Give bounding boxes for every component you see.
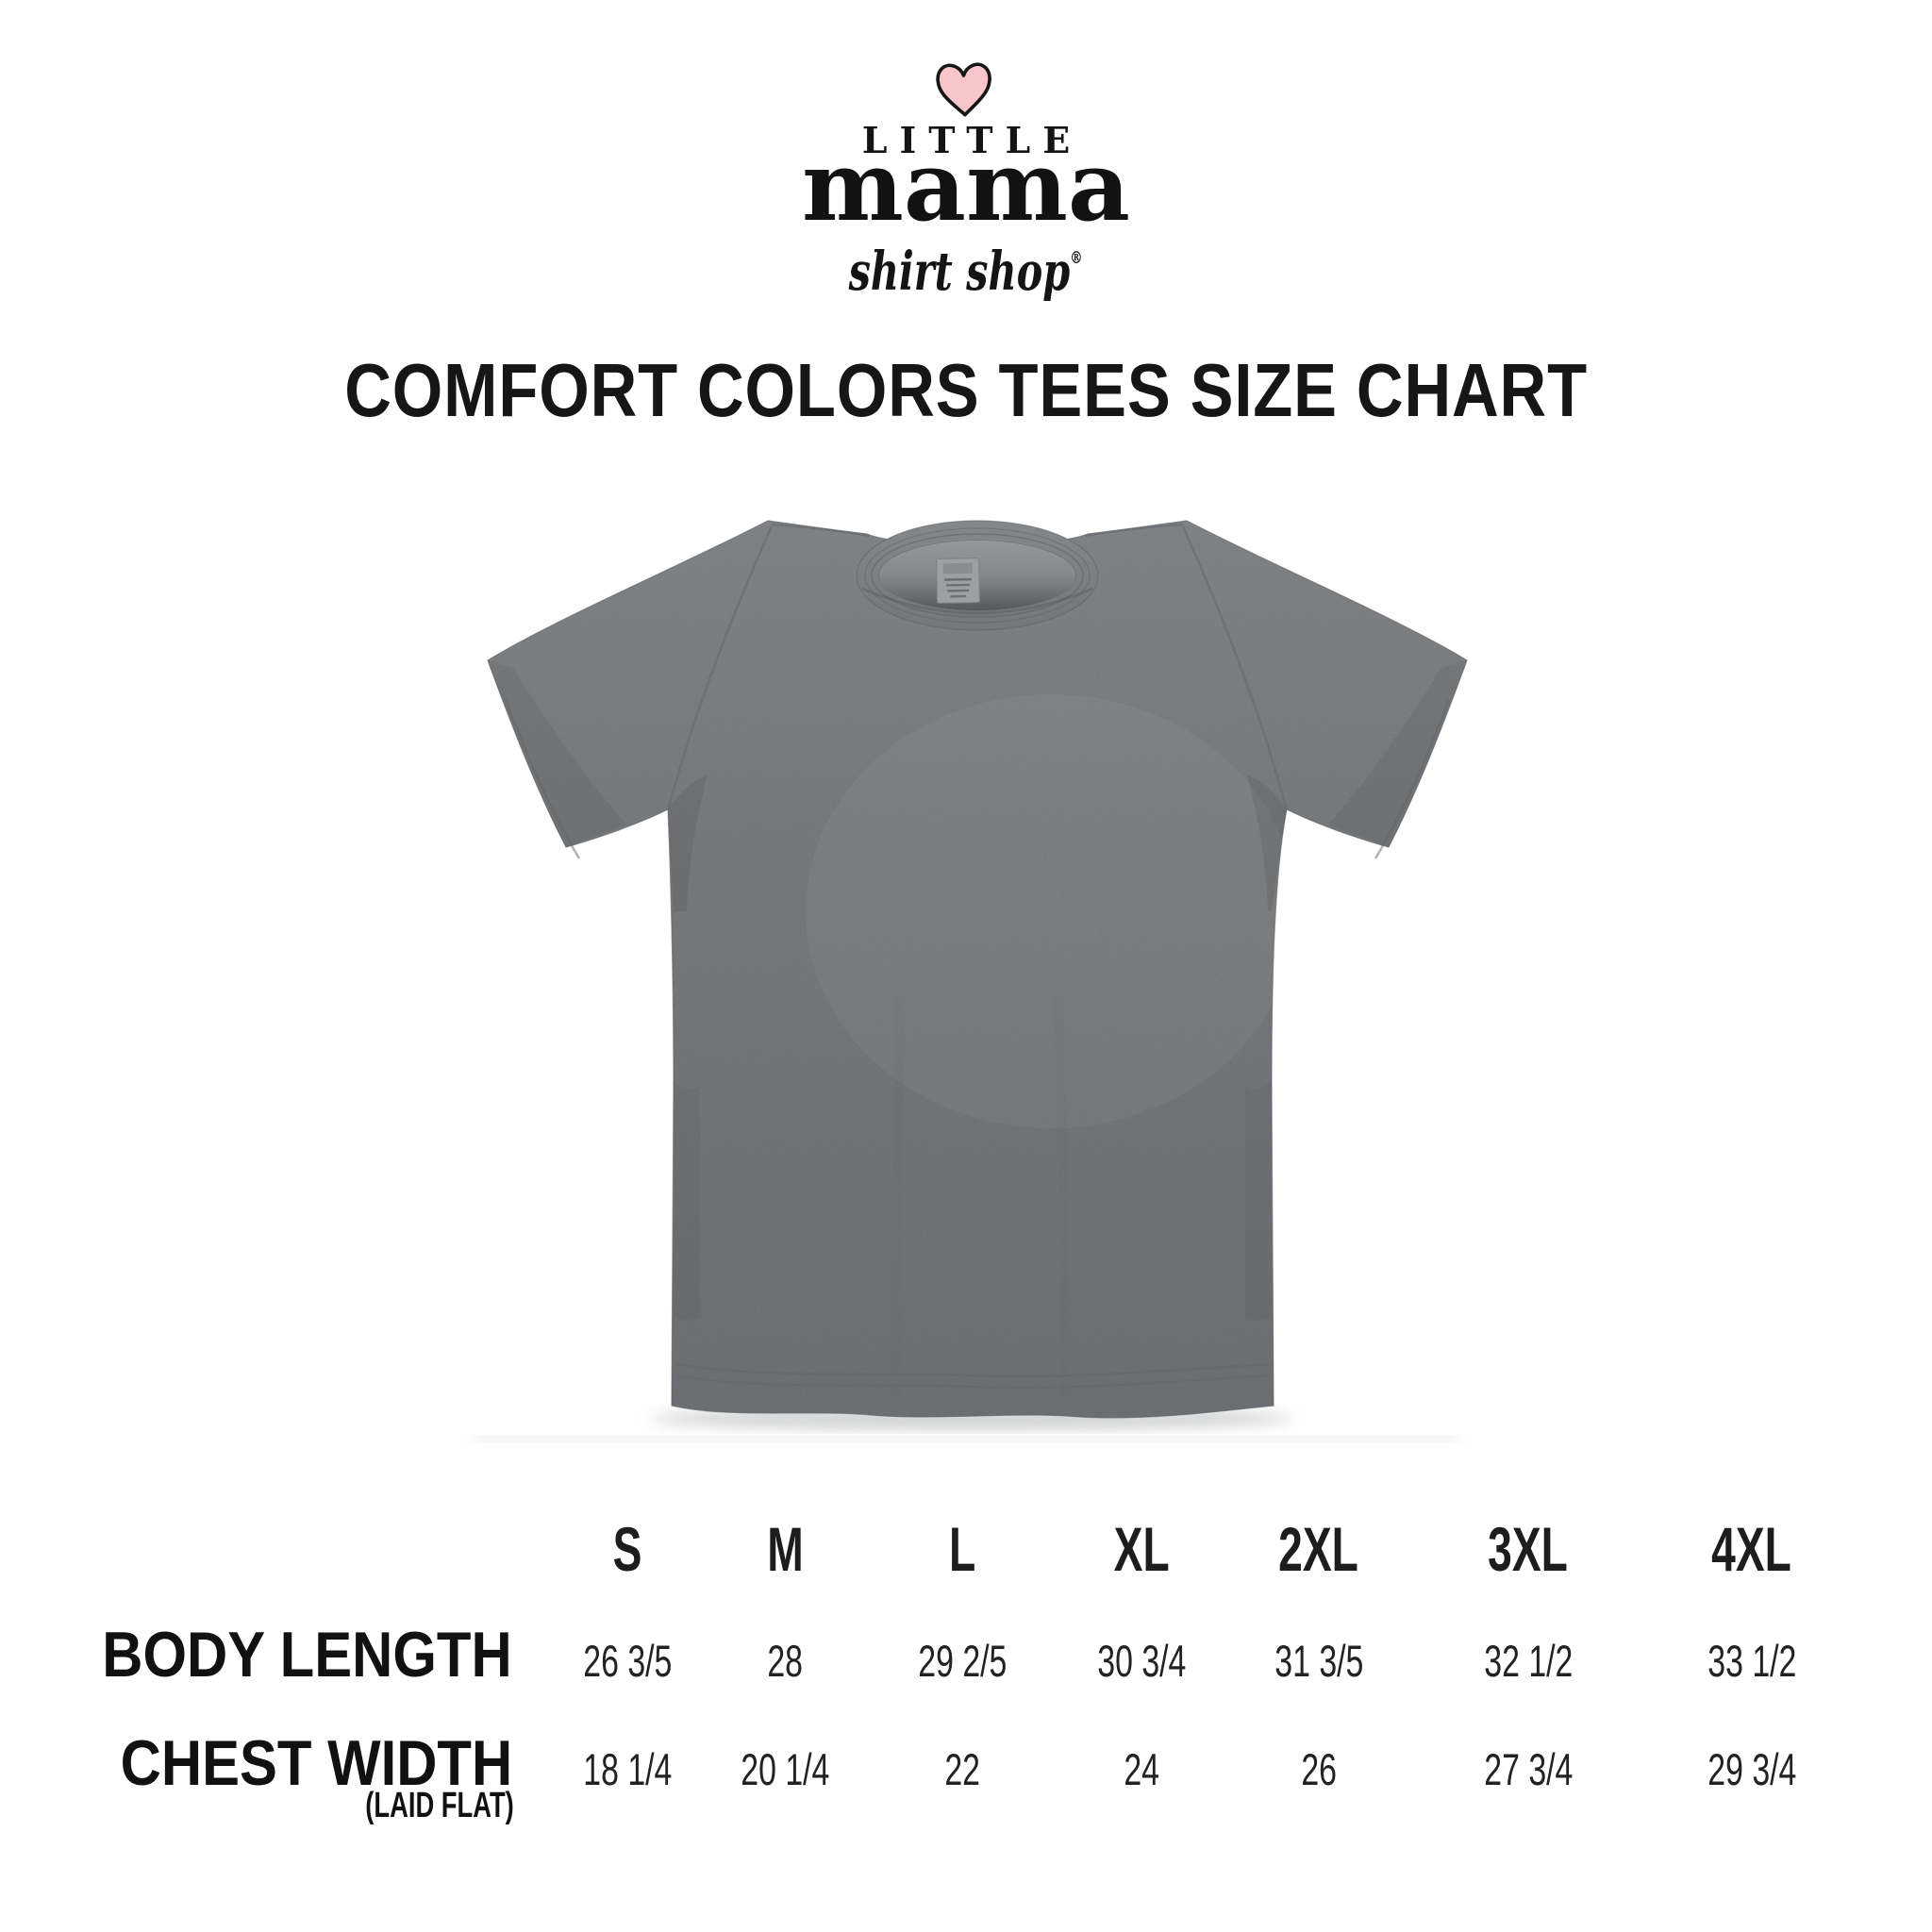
size-column-header-2xl: 2XL — [1278, 1514, 1359, 1584]
brand-name-little: LITTLE — [861, 119, 1083, 161]
registered-mark: ® — [1070, 248, 1083, 268]
row-label-chest-width: CHEST WIDTH — [120, 1727, 512, 1799]
brand-logo: LITTLE mama shirt shop® — [0, 0, 1932, 321]
size-column-header-4xl: 4XL — [1711, 1514, 1792, 1584]
body-length-value-m: 28 — [767, 1636, 803, 1686]
chest-width-value-xl: 24 — [1124, 1744, 1159, 1794]
chest-width-value-4xl: 29 3/4 — [1707, 1744, 1797, 1794]
body-length-value-xl: 30 3/4 — [1096, 1636, 1187, 1686]
size-chart-table: S M L XL 2XL 3XL 4XL BODY LENGTH 26 3/5 … — [0, 1472, 1932, 1868]
page-title: COMFORT COLORS TEES SIZE CHART — [344, 348, 1588, 432]
tshirt-photo — [475, 520, 1468, 1442]
brand-name-shirt-shop: shirt shop® — [848, 241, 1083, 303]
chest-width-value-s: 18 1/4 — [582, 1744, 673, 1794]
neck-tag — [936, 558, 980, 604]
size-column-header-s: S — [612, 1514, 642, 1584]
body-length-value-2xl: 31 3/5 — [1274, 1636, 1364, 1686]
row-sublabel-laid-flat: (LAID FLAT) — [365, 1786, 514, 1825]
chest-width-value-m: 20 1/4 — [740, 1744, 830, 1794]
body-length-value-l: 29 2/5 — [917, 1636, 1008, 1686]
chest-width-value-l: 22 — [944, 1744, 980, 1794]
size-column-header-l: L — [948, 1514, 976, 1584]
brand-name-mama: mama — [801, 130, 1131, 243]
chest-width-value-2xl: 26 — [1301, 1744, 1337, 1794]
size-column-header-m: M — [766, 1514, 804, 1584]
chest-width-value-3xl: 27 3/4 — [1483, 1744, 1574, 1794]
body-length-value-s: 26 3/5 — [582, 1636, 673, 1686]
row-label-body-length: BODY LENGTH — [102, 1619, 512, 1690]
body-length-value-3xl: 32 1/2 — [1483, 1636, 1574, 1686]
body-length-value-4xl: 33 1/2 — [1707, 1636, 1797, 1686]
heart-icon — [936, 62, 991, 117]
size-column-header-3xl: 3XL — [1488, 1514, 1569, 1584]
size-column-header-xl: XL — [1113, 1514, 1170, 1584]
